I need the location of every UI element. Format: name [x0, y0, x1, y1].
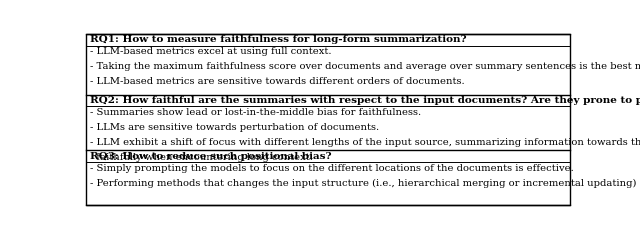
Text: - LLMs are sensitive towards perturbation of documents.: - LLMs are sensitive towards perturbatio…	[90, 123, 379, 132]
Text: - LLM exhibit a shift of focus with different lengths of the input source, summa: - LLM exhibit a shift of focus with diff…	[90, 138, 640, 147]
Text: RQ1: How to measure faithfulness for long-form summarization?: RQ1: How to measure faithfulness for lon…	[90, 35, 467, 44]
Text: - LLM-based metrics excel at using full context.: - LLM-based metrics excel at using full …	[90, 47, 332, 56]
Text: RQ3: How to reduce such positional bias?: RQ3: How to reduce such positional bias?	[90, 152, 332, 160]
Text: - LLM-based metrics are sensitive towards different orders of documents.: - LLM-based metrics are sensitive toward…	[90, 77, 465, 86]
Text: - Taking the maximum faithfulness score over documents and average over summary : - Taking the maximum faithfulness score …	[90, 62, 640, 71]
Text: faithfully when encountering long context.: faithfully when encountering long contex…	[90, 153, 313, 162]
Text: - Summaries show lead or lost-in-the-middle bias for faithfulness.: - Summaries show lead or lost-in-the-mid…	[90, 108, 421, 117]
Text: RQ2: How faithful are the summaries with respect to the input documents? Are the: RQ2: How faithful are the summaries with…	[90, 96, 640, 105]
Text: - Performing methods that changes the input structure (i.e., hierarchical mergin: - Performing methods that changes the in…	[90, 179, 640, 188]
Text: - Simply prompting the models to focus on the different locations of the documen: - Simply prompting the models to focus o…	[90, 164, 573, 173]
